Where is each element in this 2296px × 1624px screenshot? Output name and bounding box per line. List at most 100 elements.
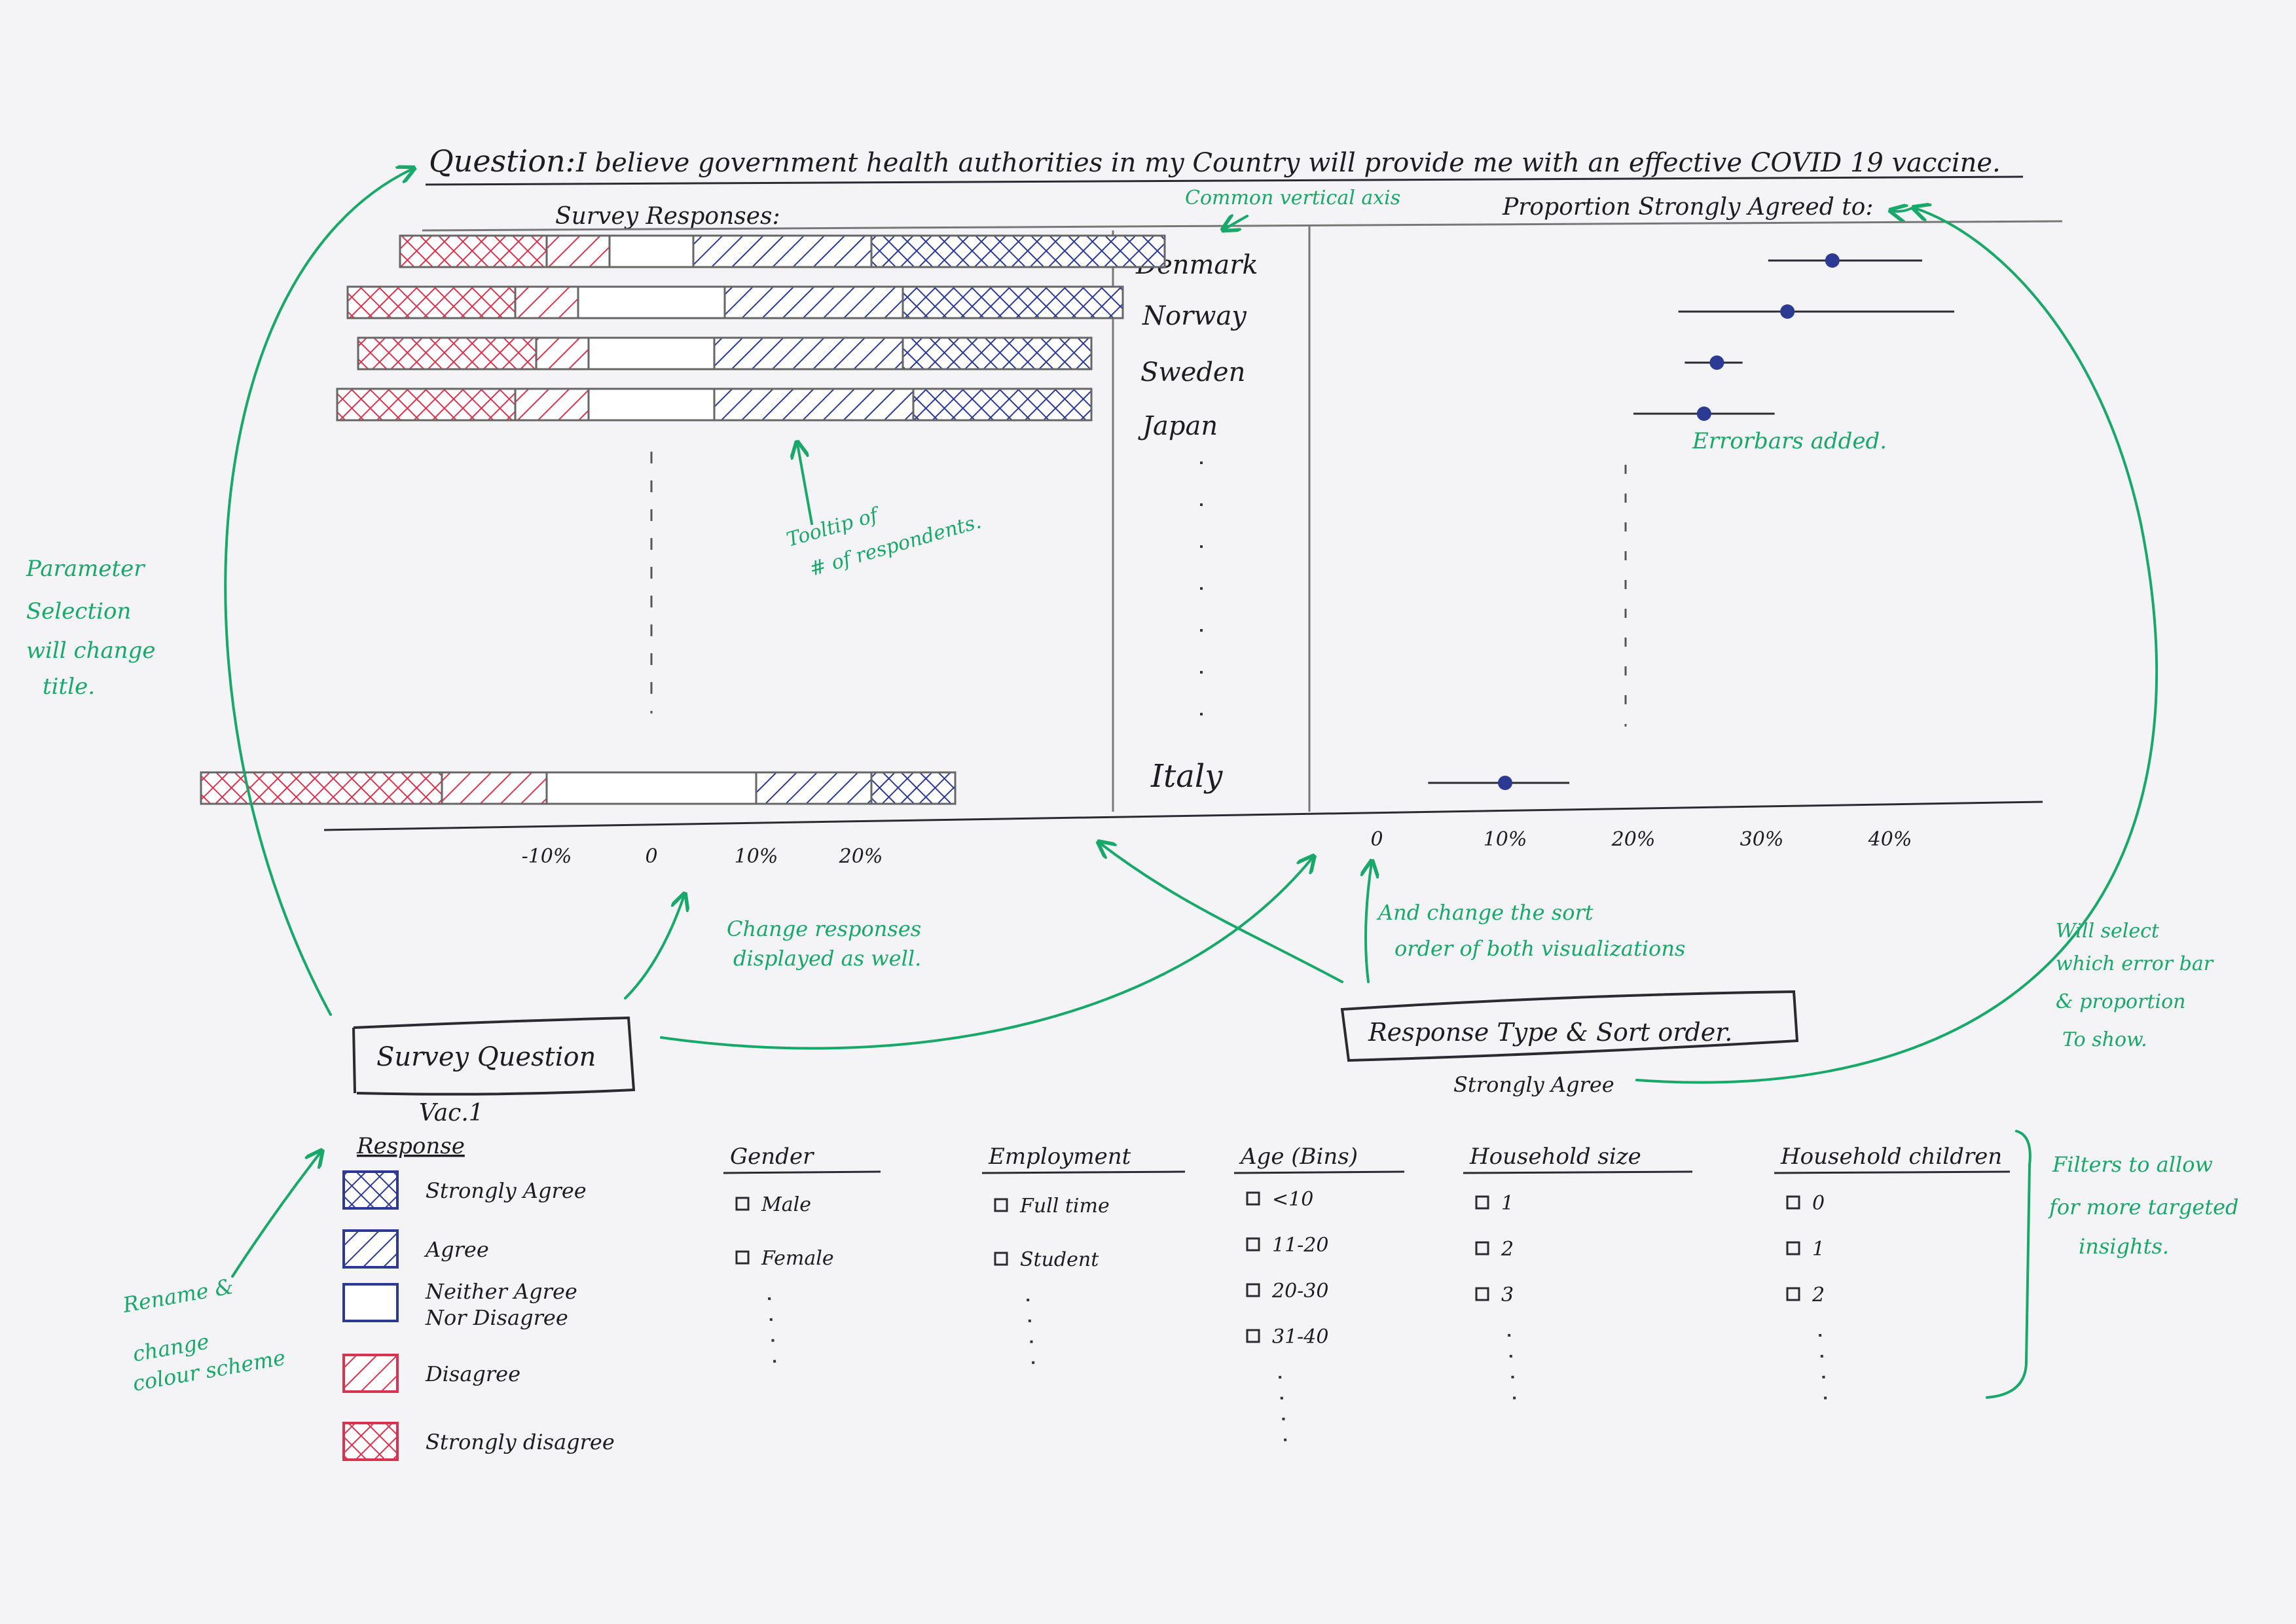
filter-option-gender-female[interactable]: Female [735, 1247, 834, 1270]
bar-italy-agree[interactable] [755, 771, 873, 805]
left-axis-ticks: -10% 0 10% 20% [522, 845, 883, 868]
filter-option-household-size-2[interactable]: 2 [1475, 1238, 1514, 1261]
legend-swatch-neither-agree [342, 1283, 399, 1322]
bar-japan-strongly-disagree[interactable] [336, 388, 517, 422]
checkbox[interactable] [735, 1197, 750, 1211]
filter-option-age-bins-11-20[interactable]: 11-20 [1246, 1234, 1328, 1257]
bar-norway-strongly-agree[interactable] [902, 285, 1124, 319]
filter-option-label: 2 [1812, 1284, 1825, 1307]
annotation-sort-order: And change the sort order of both visual… [1100, 843, 1685, 983]
bar-norway-disagree[interactable] [514, 285, 579, 319]
filter-option-age-bins-31-40[interactable]: 31-40 [1246, 1326, 1328, 1348]
parameter-to-title-arrow [224, 169, 412, 1016]
legend-item-strongly-agree[interactable]: Strongly Agree [342, 1170, 587, 1210]
legend-item-strongly-disagree[interactable]: Strongly disagree [342, 1422, 615, 1461]
bar-sweden-strongly-agree[interactable] [902, 336, 1093, 370]
filter-more-dots [1279, 1375, 1288, 1455]
change-responses-arrow [624, 895, 684, 1000]
bar-japan-strongly-agree[interactable] [912, 388, 1093, 422]
filter-title-underline [981, 1170, 1186, 1174]
filter-option-household-children-0[interactable]: 0 [1786, 1192, 1825, 1215]
annotation-change-responses: Change responses displayed as well. [624, 857, 1313, 1050]
checkbox[interactable] [1786, 1195, 1800, 1210]
response-type-label: Response Type & Sort order. [1368, 1018, 1732, 1047]
bar-japan-disagree[interactable] [514, 388, 590, 422]
bar-norway-strongly-disagree[interactable] [346, 285, 517, 319]
checkbox[interactable] [1246, 1237, 1260, 1252]
bar-italy-disagree[interactable] [441, 771, 548, 805]
bar-denmark-strongly-disagree[interactable] [399, 234, 548, 268]
response-type-control[interactable]: Response Type & Sort order. Strongly Agr… [1340, 990, 1799, 1097]
filter-option-household-size-3[interactable]: 3 [1475, 1284, 1514, 1307]
filter-option-household-children-2[interactable]: 2 [1786, 1284, 1825, 1307]
checkbox[interactable] [1786, 1241, 1800, 1255]
bar-denmark-disagree[interactable] [545, 234, 611, 268]
bar-denmark-neither-agree-nor-disagree[interactable] [608, 234, 695, 268]
survey-question-value[interactable]: Vac.1 [419, 1100, 484, 1127]
response-type-box[interactable] [1340, 990, 1799, 1062]
filter-title-underline [723, 1170, 881, 1174]
filter-title-gender: Gender [730, 1144, 814, 1170]
dot-norway[interactable] [1780, 304, 1795, 319]
legend-label-strongly-disagree: Strongly disagree [426, 1430, 615, 1454]
checkbox[interactable] [1246, 1329, 1260, 1343]
parameter-note-line2: Selection [26, 598, 131, 624]
bar-italy-neither-agree-nor-disagree[interactable] [545, 771, 757, 805]
bar-italy-strongly-disagree[interactable] [200, 771, 443, 805]
checkbox[interactable] [1246, 1283, 1260, 1297]
filter-title-employment: Employment [988, 1144, 1131, 1170]
filter-option-label: 3 [1501, 1284, 1514, 1307]
filter-employment: Employment Full time Student [981, 1144, 1186, 1378]
checkbox[interactable] [1475, 1287, 1489, 1301]
bar-japan-agree[interactable] [713, 388, 915, 422]
filter-option-label: 0 [1812, 1192, 1825, 1215]
bar-norway-agree[interactable] [723, 285, 904, 319]
filter-option-household-children-1[interactable]: 1 [1786, 1238, 1825, 1261]
survey-question-box[interactable] [352, 1016, 636, 1096]
filter-option-label: 2 [1501, 1238, 1514, 1261]
checkbox[interactable] [735, 1250, 750, 1265]
survey-response-bars [200, 234, 1166, 805]
filter-option-employment-full-time[interactable]: Full time [994, 1195, 1110, 1218]
bar-denmark-agree[interactable] [692, 234, 873, 268]
filter-option-label: <10 [1272, 1188, 1313, 1211]
dot-italy[interactable] [1498, 776, 1512, 790]
filter-option-age-bins-10[interactable]: <10 [1246, 1188, 1313, 1211]
bar-sweden-neither-agree-nor-disagree[interactable] [587, 336, 716, 370]
legend-item-disagree[interactable]: Disagree [342, 1354, 520, 1393]
filter-option-employment-student[interactable]: Student [994, 1248, 1099, 1271]
top-frame-line [422, 220, 2063, 232]
bar-italy-strongly-agree[interactable] [870, 771, 957, 805]
checkbox[interactable] [994, 1198, 1008, 1212]
bar-sweden-strongly-disagree[interactable] [357, 336, 538, 370]
dot-japan[interactable] [1696, 406, 1711, 421]
legend-label-disagree: Disagree [425, 1362, 520, 1386]
checkbox[interactable] [994, 1252, 1008, 1266]
bar-sweden-disagree[interactable] [535, 336, 590, 370]
bar-japan-neither-agree-nor-disagree[interactable] [587, 388, 716, 422]
response-type-value[interactable]: Strongly Agree [1453, 1072, 1614, 1097]
annotation-filters: Filters to allow for more targeted insig… [1986, 1130, 2239, 1399]
dot-denmark[interactable] [1825, 253, 1840, 268]
checkbox[interactable] [1475, 1241, 1489, 1255]
filter-option-household-size-1[interactable]: 1 [1475, 1192, 1514, 1215]
bar-sweden-agree[interactable] [713, 336, 904, 370]
filters-note-line2: for more targeted [2048, 1195, 2239, 1219]
bar-norway-neither-agree-nor-disagree[interactable] [577, 285, 726, 319]
survey-responses-title: Survey Responses: [555, 203, 780, 230]
filter-option-gender-male[interactable]: Male [735, 1193, 811, 1216]
error-select-line4: To show. [2062, 1028, 2147, 1051]
bar-denmark-strongly-agree[interactable] [870, 234, 1166, 268]
legend-item-agree[interactable]: Agree [342, 1229, 489, 1269]
filter-option-age-bins-20-30[interactable]: 20-30 [1246, 1280, 1328, 1303]
checkbox[interactable] [1786, 1287, 1800, 1301]
checkbox[interactable] [1475, 1195, 1489, 1210]
survey-question-control[interactable]: Survey Question Vac.1 [352, 1016, 636, 1127]
legend-title: Response [356, 1133, 465, 1159]
dot-sweden[interactable] [1709, 355, 1724, 370]
common-axis-arrow [1224, 216, 1248, 229]
question-to-right-axis-arrow [660, 857, 1313, 1050]
checkbox[interactable] [1246, 1191, 1260, 1206]
